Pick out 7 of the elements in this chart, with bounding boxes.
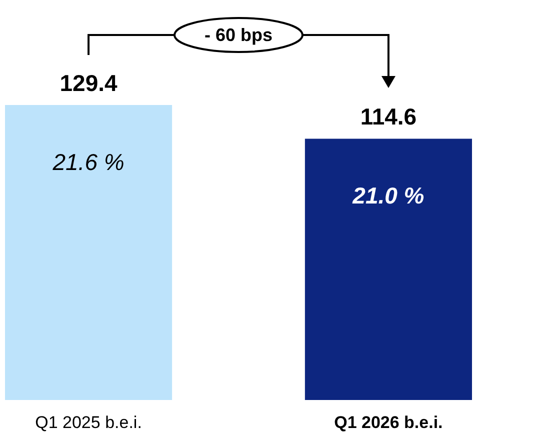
annotation: 21.0 % xyxy=(352,182,424,209)
data-label: 114.6 xyxy=(360,104,417,130)
text: - 60 bps xyxy=(204,25,273,45)
data-label: 129.4 xyxy=(60,70,118,96)
x-tick-label: Q1 2026 b.e.i. xyxy=(334,413,443,432)
x-tick-label: Q1 2025 b.e.i. xyxy=(35,413,142,432)
annotation: 21.6 % xyxy=(52,149,124,175)
